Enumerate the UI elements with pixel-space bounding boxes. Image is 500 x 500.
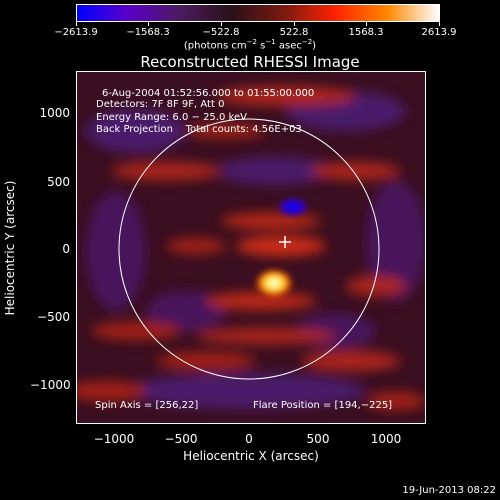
- colorbar-tick: [439, 22, 440, 26]
- colorbar-label: 1568.3: [348, 27, 384, 38]
- y-tick-label: −1000: [30, 378, 71, 392]
- spin-axis-marker: [279, 236, 291, 248]
- x-tick-label: 500: [306, 432, 330, 446]
- colorbar-tick: [221, 22, 222, 26]
- colorbar-label: −2613.9: [54, 27, 98, 38]
- rhessi-image-map: [76, 71, 426, 424]
- flare-position-text: Flare Position = [194,−225]: [253, 400, 393, 411]
- x-tick-label: 0: [245, 432, 253, 446]
- colorbar-label: −522.8: [202, 27, 240, 38]
- colorbar: [76, 4, 440, 22]
- colorbar-tick: [294, 22, 295, 26]
- x-tick-label: −1000: [93, 432, 135, 446]
- rhessi-image: [76, 71, 426, 424]
- spin-axis-text: Spin Axis = [256,22]: [95, 400, 199, 411]
- y-tick-label: 0: [62, 242, 70, 256]
- timestamp: 19-Jun-2013 08:22: [402, 485, 496, 496]
- colorbar-label: −1568.3: [126, 27, 170, 38]
- colorbar-tick: [366, 22, 367, 26]
- image-title: Reconstructed RHESSI Image: [140, 53, 360, 71]
- x-tick-label: 1000: [370, 432, 402, 446]
- colorbar-units: (photons cm−2 s−1 asec−2): [183, 38, 317, 52]
- plot-frame: [76, 71, 426, 424]
- y-tick-label: −500: [37, 310, 70, 324]
- energy-range-text: Energy Range: 6.0 − 25.0 keV: [96, 112, 247, 123]
- colorbar-label: 522.8: [279, 27, 309, 38]
- x-axis-label: Heliocentric X (arcsec): [183, 449, 319, 463]
- x-tick-label: −500: [164, 432, 198, 446]
- detectors-text: Detectors: 7F 8F 9F, Att 0: [96, 99, 225, 110]
- y-tick-label: 500: [47, 175, 70, 189]
- colorbar-tick: [76, 22, 77, 26]
- obs-time-text: 6-Aug-2004 01:52:56.000 to 01:55:00.000: [102, 88, 315, 99]
- colorbar-label: 2613.9: [421, 27, 457, 38]
- colorbar-tick: [148, 22, 149, 26]
- method-counts-text: Back Projection Total counts: 4.56E+03: [96, 124, 302, 135]
- y-tick-label: 1000: [39, 106, 70, 120]
- y-axis-label: Heliocentric Y (arcsec): [3, 180, 17, 316]
